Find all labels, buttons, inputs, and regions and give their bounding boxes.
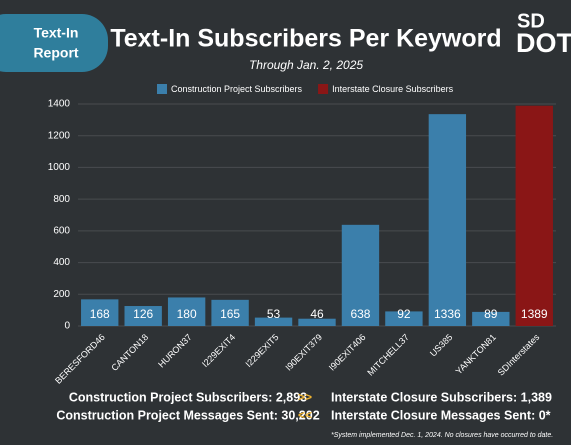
- logo: SD: [517, 10, 545, 32]
- bar: [167, 297, 206, 326]
- bar: [472, 311, 510, 326]
- chart-subtitle: Through Jan. 2, 2025: [249, 58, 363, 72]
- y-tick-label: 1200: [48, 130, 71, 141]
- legend-swatch: [318, 84, 329, 94]
- y-tick-label: 1400: [48, 99, 71, 110]
- bar: [211, 299, 249, 326]
- badge-text: Report: [33, 45, 78, 61]
- data-label: 638: [350, 307, 370, 321]
- arrow: <<: [298, 408, 312, 422]
- y-tick-label: 1000: [48, 162, 71, 173]
- badge-text: Text-In: [34, 25, 79, 41]
- data-label: 1389: [521, 307, 548, 321]
- y-tick-label: 200: [53, 289, 70, 300]
- data-label: 46: [310, 307, 324, 321]
- data-label: 53: [267, 307, 281, 321]
- chart-title: Text-In Subscribers Per Keyword: [110, 25, 501, 53]
- stat: Construction Project Messages Sent: 30,2…: [56, 408, 319, 422]
- bar: [385, 311, 423, 326]
- legend-label: Interstate Closure Subscribers: [332, 84, 454, 94]
- data-label: 1336: [434, 307, 461, 321]
- bar: [81, 299, 119, 326]
- arrow: >>: [298, 390, 312, 404]
- data-label: 180: [177, 307, 197, 321]
- legend-swatch: [157, 84, 167, 94]
- bar: [515, 105, 553, 326]
- data-label: 89: [484, 307, 498, 321]
- stat: Interstate Closure Subscribers: 1,389: [331, 390, 552, 404]
- y-tick-label: 600: [53, 225, 70, 236]
- data-label: 126: [133, 307, 153, 321]
- y-tick-label: 400: [53, 257, 70, 268]
- bar: [298, 318, 336, 326]
- stat: Construction Project Subscribers: 2,893: [69, 390, 307, 404]
- bar: [428, 114, 467, 326]
- bar: [124, 306, 162, 326]
- y-tick-label: 0: [64, 321, 70, 332]
- footnote: *System implemented Dec. 1, 2024. No clo…: [331, 432, 553, 439]
- data-label: 168: [90, 307, 110, 321]
- legend-label: Construction Project Subscribers: [171, 84, 303, 94]
- stats: Construction Project Subscribers: 2,893 …: [56, 390, 552, 422]
- badge: [0, 14, 108, 72]
- stat: Interstate Closure Messages Sent: 0*: [331, 408, 551, 422]
- data-label: 92: [397, 307, 411, 321]
- data-label: 165: [220, 307, 240, 321]
- bar: [254, 317, 293, 326]
- y-tick-label: 800: [53, 194, 70, 205]
- logo: DOT: [516, 28, 571, 58]
- bar: [341, 224, 380, 326]
